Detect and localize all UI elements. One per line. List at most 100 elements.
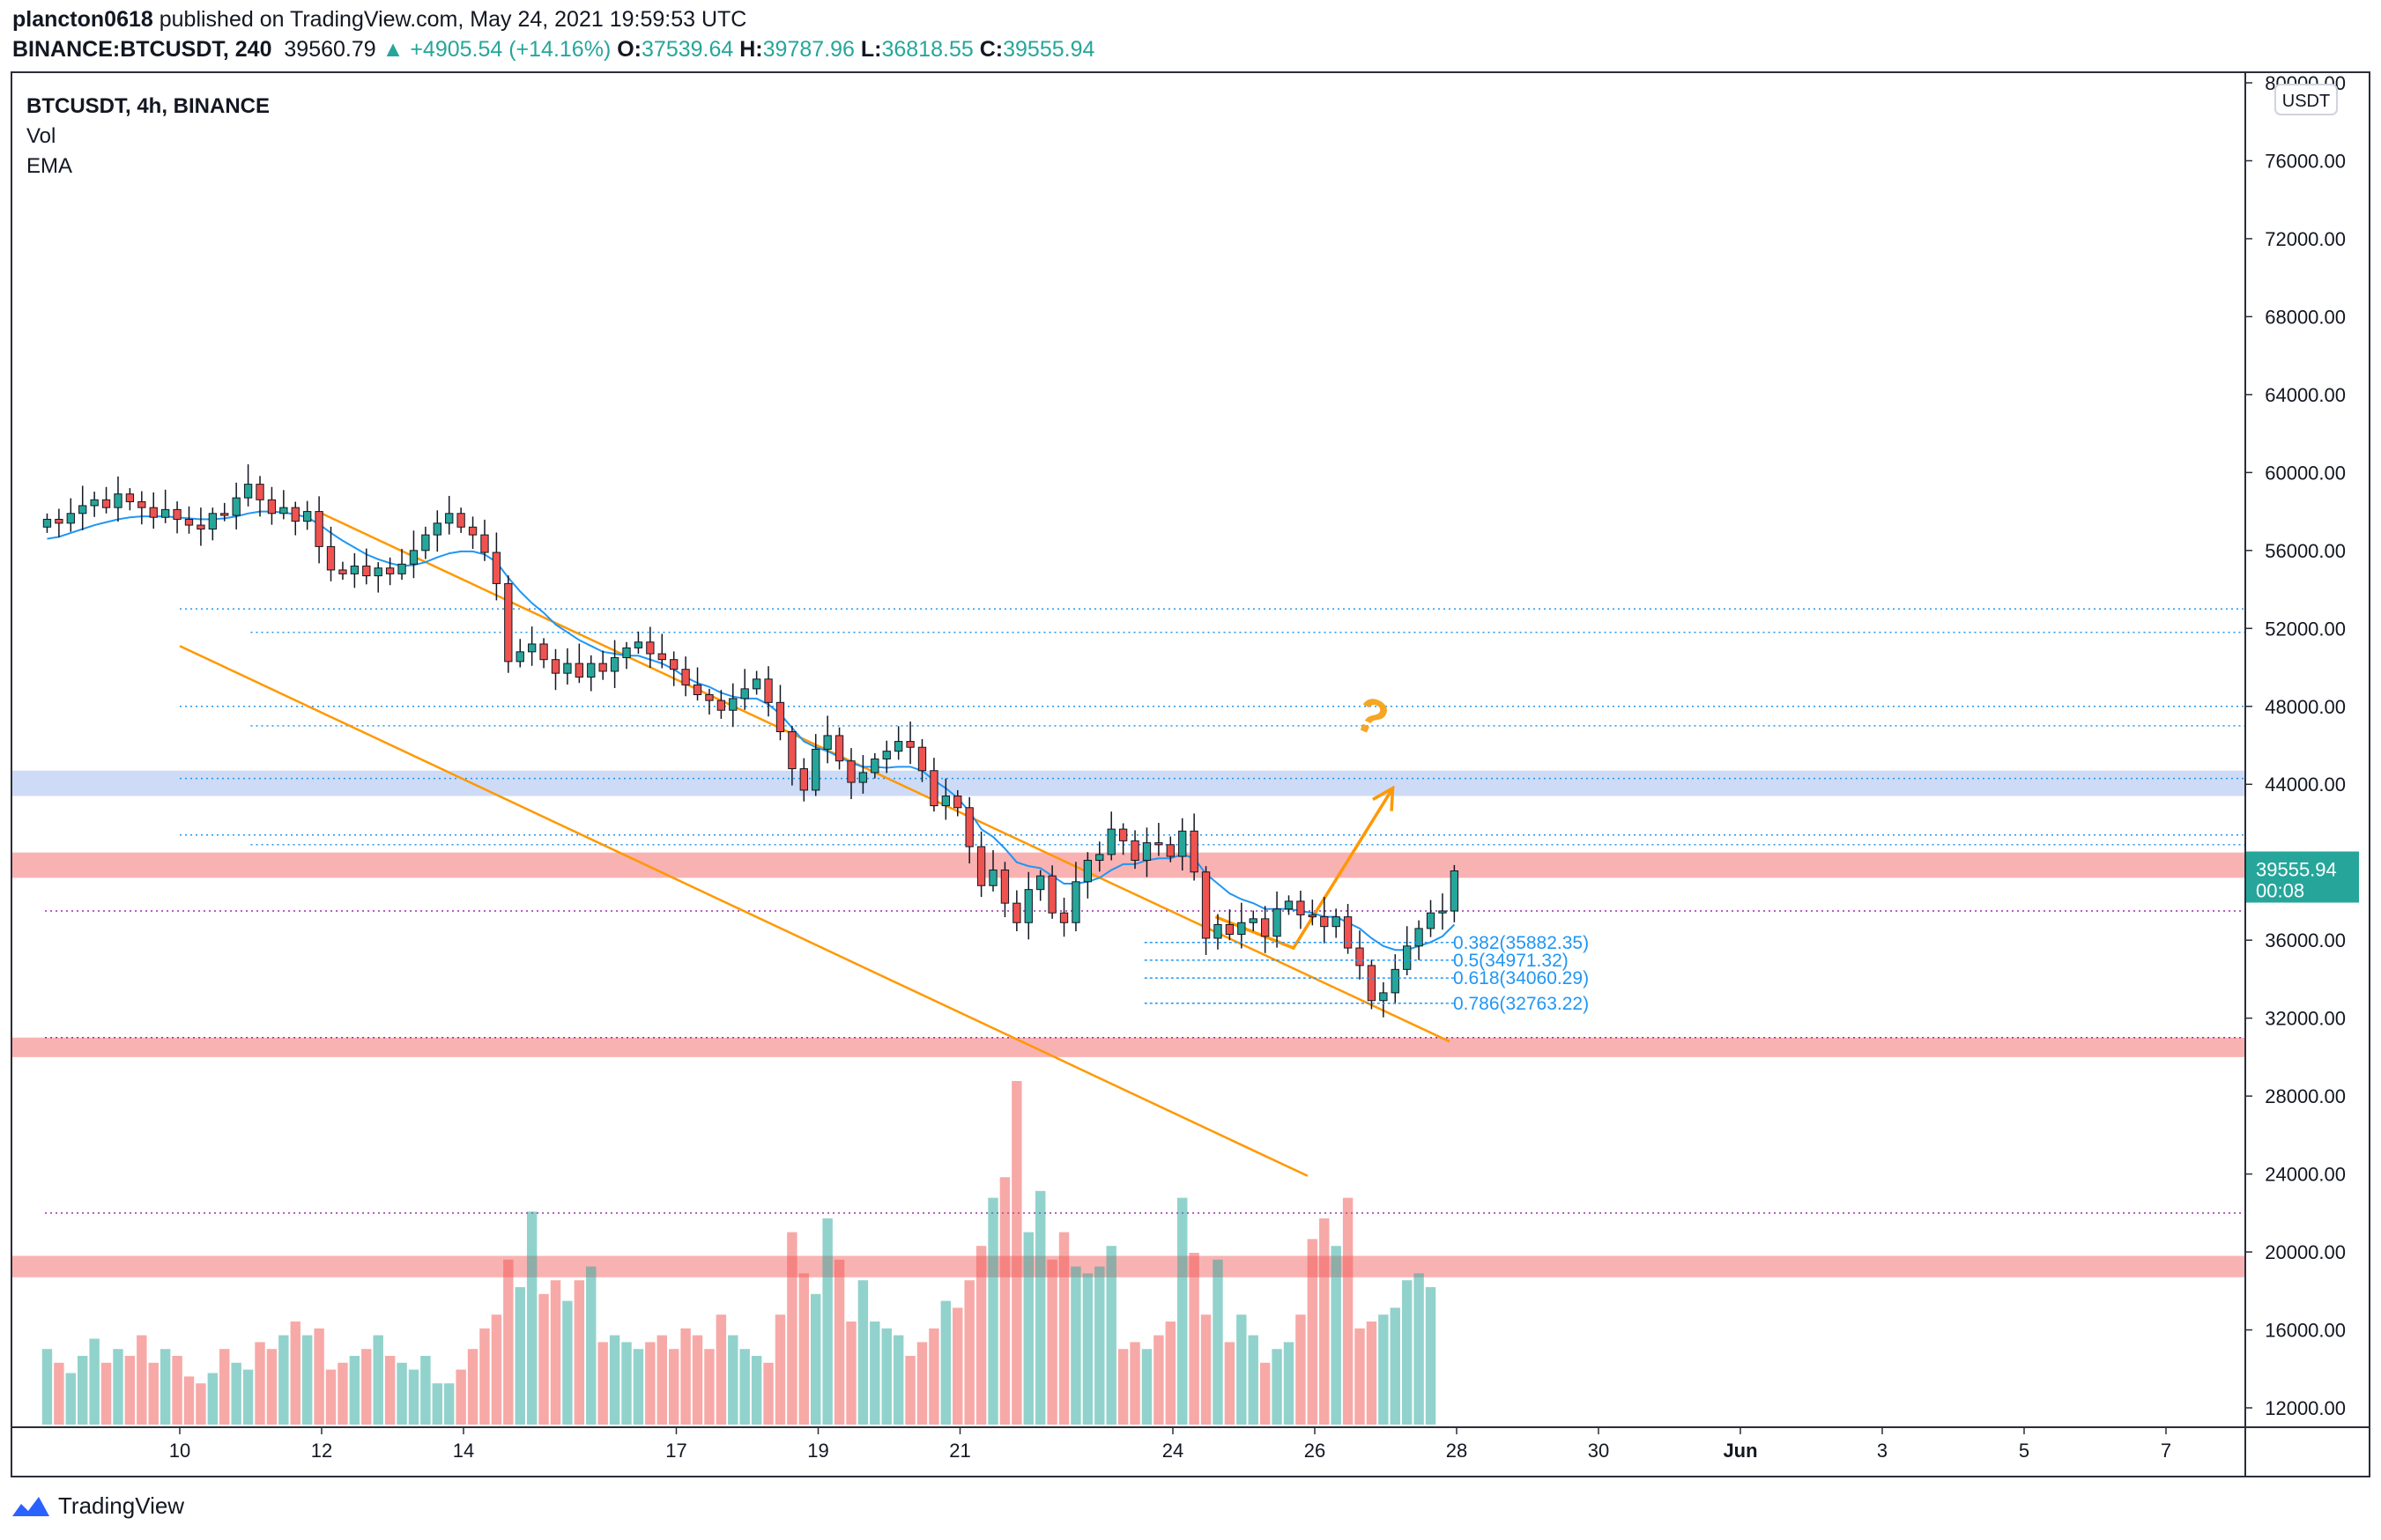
volume-bar[interactable]: [1200, 1314, 1212, 1425]
candle-body[interactable]: [101, 499, 111, 508]
candle-body[interactable]: [858, 772, 868, 783]
candle-body[interactable]: [1249, 918, 1257, 923]
volume-bar[interactable]: [1342, 1197, 1354, 1425]
volume-bar[interactable]: [680, 1328, 691, 1425]
candle-body[interactable]: [930, 770, 938, 807]
volume-bar[interactable]: [798, 1273, 810, 1425]
volume-bar[interactable]: [397, 1362, 407, 1425]
volume-bar[interactable]: [704, 1349, 715, 1425]
volume-bar[interactable]: [266, 1349, 278, 1425]
volume-bar[interactable]: [408, 1369, 419, 1425]
candle-body[interactable]: [1331, 916, 1340, 928]
candle-body[interactable]: [1260, 918, 1270, 937]
candle-body[interactable]: [66, 513, 75, 524]
candle-body[interactable]: [1450, 870, 1459, 912]
volume-bar[interactable]: [148, 1362, 159, 1425]
candle-body[interactable]: [941, 796, 950, 807]
candle-body[interactable]: [362, 566, 371, 577]
sr-zone[interactable]: [12, 852, 2244, 878]
candle-body[interactable]: [1355, 947, 1364, 966]
candle-body[interactable]: [847, 760, 856, 783]
volume-bar[interactable]: [196, 1383, 206, 1425]
candle-body[interactable]: [965, 807, 974, 848]
candle-body[interactable]: [598, 663, 607, 672]
candle-body[interactable]: [137, 501, 146, 508]
candle-body[interactable]: [716, 700, 726, 711]
candle-body[interactable]: [445, 513, 454, 524]
volume-bar[interactable]: [349, 1356, 360, 1425]
volume-bar[interactable]: [1272, 1349, 1282, 1425]
candle-body[interactable]: [173, 508, 182, 520]
candle-body[interactable]: [397, 563, 406, 574]
candle-body[interactable]: [160, 508, 170, 518]
volume-bar[interactable]: [1413, 1273, 1424, 1425]
volume-bar[interactable]: [1295, 1314, 1306, 1425]
candle-body[interactable]: [291, 507, 300, 522]
volume-bar[interactable]: [739, 1349, 750, 1425]
volume-bar[interactable]: [420, 1356, 431, 1425]
candle-body[interactable]: [1284, 900, 1294, 910]
candle-body[interactable]: [646, 641, 655, 655]
volume-bar[interactable]: [100, 1362, 112, 1425]
volume-bar[interactable]: [515, 1287, 525, 1425]
candle-body[interactable]: [374, 567, 382, 577]
volume-bar[interactable]: [373, 1335, 383, 1425]
volume-bar[interactable]: [1366, 1322, 1377, 1425]
volume-bar[interactable]: [609, 1335, 620, 1425]
candle-body[interactable]: [480, 534, 489, 553]
volume-bar[interactable]: [456, 1369, 466, 1425]
volume-bar[interactable]: [491, 1314, 502, 1425]
candle-body[interactable]: [409, 550, 419, 565]
candle-body[interactable]: [1072, 881, 1080, 923]
candle-body[interactable]: [1190, 830, 1198, 873]
candle-body[interactable]: [834, 735, 844, 762]
candle-body[interactable]: [539, 643, 548, 661]
candle-body[interactable]: [1403, 945, 1412, 970]
volume-bar[interactable]: [1307, 1239, 1318, 1425]
volume-bar[interactable]: [763, 1362, 774, 1425]
volume-bar[interactable]: [1035, 1190, 1046, 1425]
candle-body[interactable]: [551, 659, 560, 674]
volume-bar[interactable]: [432, 1383, 443, 1425]
candle-body[interactable]: [1343, 916, 1353, 949]
candle-body[interactable]: [1095, 854, 1104, 861]
volume-bar[interactable]: [361, 1349, 372, 1425]
volume-bar[interactable]: [999, 1177, 1011, 1425]
candle-body[interactable]: [504, 582, 513, 663]
volume-bar[interactable]: [846, 1322, 857, 1425]
volume-bar[interactable]: [1319, 1218, 1330, 1425]
volume-bar[interactable]: [1047, 1259, 1057, 1425]
candle-body[interactable]: [55, 518, 63, 524]
candle-body[interactable]: [752, 678, 761, 690]
candle-body[interactable]: [634, 641, 643, 648]
candle-body[interactable]: [693, 684, 702, 695]
volume-bar[interactable]: [444, 1383, 455, 1425]
candle-body[interactable]: [1036, 875, 1045, 891]
volume-bar[interactable]: [751, 1356, 762, 1425]
volume-bar[interactable]: [834, 1259, 845, 1425]
candle-body[interactable]: [1059, 912, 1069, 923]
volume-bar[interactable]: [988, 1197, 998, 1425]
candle-body[interactable]: [1048, 875, 1057, 914]
volume-bar[interactable]: [893, 1335, 904, 1425]
volume-bar[interactable]: [242, 1369, 254, 1425]
candle-body[interactable]: [197, 524, 205, 529]
candle-body[interactable]: [456, 513, 465, 528]
candle-body[interactable]: [871, 758, 879, 774]
candle-body[interactable]: [976, 846, 986, 886]
tradingview-logo[interactable]: TradingView: [11, 1492, 184, 1520]
candle-body[interactable]: [670, 659, 679, 670]
candle-body[interactable]: [812, 748, 820, 791]
volume-bar[interactable]: [1153, 1335, 1164, 1425]
volume-bar[interactable]: [1248, 1335, 1258, 1425]
candle-body[interactable]: [906, 741, 915, 748]
candle-body[interactable]: [492, 552, 501, 584]
volume-bar[interactable]: [562, 1300, 573, 1425]
volume-bar[interactable]: [728, 1335, 738, 1425]
price-chart[interactable]: 0.382(35882.35)0.5(34971.32)0.618(34060.…: [0, 70, 2381, 1480]
volume-bar[interactable]: [775, 1314, 786, 1425]
candle-body[interactable]: [1201, 871, 1211, 939]
candle-body[interactable]: [823, 735, 832, 750]
volume-bar[interactable]: [78, 1356, 88, 1425]
candle-body[interactable]: [232, 497, 241, 516]
